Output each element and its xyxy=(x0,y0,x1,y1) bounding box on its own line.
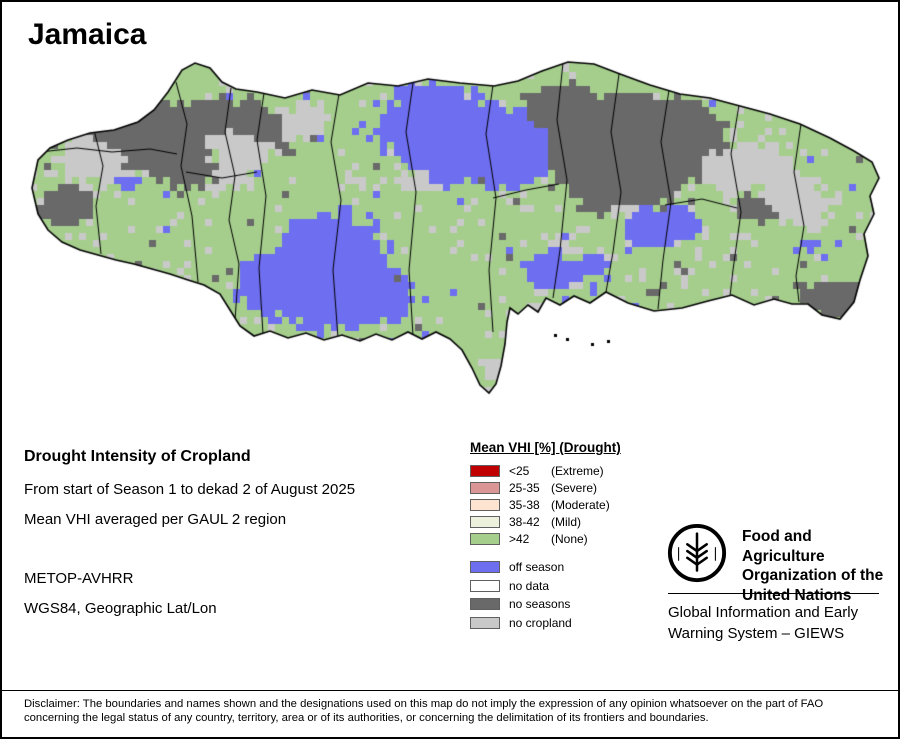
legend-qualifier: (Mild) xyxy=(551,514,581,529)
legend-item-no-cropland: no cropland xyxy=(470,614,621,633)
jamaica-drought-raster-map xyxy=(2,2,898,442)
legend-swatch-severe xyxy=(470,481,500,494)
legend-swatch-no-seasons xyxy=(470,598,500,611)
legend-label: no seasons xyxy=(509,597,571,612)
legend-title: Mean VHI [%] (Drought) xyxy=(470,440,621,455)
legend-swatch-none xyxy=(470,532,500,545)
legend-swatch-extreme xyxy=(470,464,500,477)
legend-swatch-no-data xyxy=(470,579,500,592)
legend-qualifier: (Extreme) xyxy=(551,463,604,478)
legend-label: no cropland xyxy=(509,615,572,630)
legend-qualifier: (Severe) xyxy=(551,480,598,495)
legend-swatch-no-cropland xyxy=(470,616,500,629)
season-period-text: From start of Season 1 to dekad 2 of Aug… xyxy=(24,481,356,498)
legend-item-extreme: <25 (Extreme) xyxy=(470,462,621,479)
disclaimer: Disclaimer: The boundaries and names sho… xyxy=(2,690,898,725)
legend-swatch-mild xyxy=(470,515,500,528)
disclaimer-line: Disclaimer: The boundaries and names sho… xyxy=(24,698,824,710)
legend-label: 25-35 xyxy=(509,480,540,495)
fao-org-name: Food and Agriculture Organization of the… xyxy=(742,527,898,605)
legend-qualifier: (None) xyxy=(551,531,588,546)
legend-label: <25 xyxy=(509,463,530,478)
legend-label: 38-42 xyxy=(509,514,540,529)
fao-org-name-line: Food and Agriculture xyxy=(742,528,825,565)
legend-qualifier: (Moderate) xyxy=(551,497,610,512)
legend-other-group: off season no data no seasons no croplan… xyxy=(470,558,621,632)
legend-item-moderate: 35-38 (Moderate) xyxy=(470,496,621,513)
fao-logo-icon xyxy=(667,523,727,583)
disclaimer-line: concerning the legal status of any count… xyxy=(24,712,709,724)
legend: Mean VHI [%] (Drought) <25 (Extreme) 25-… xyxy=(470,440,621,632)
giews-line: Warning System – GIEWS xyxy=(668,625,845,642)
legend-item-mild: 38-42 (Mild) xyxy=(470,513,621,530)
map-subtitle: Drought Intensity of Cropland xyxy=(24,448,251,465)
sensor-text: METOP-AVHRR xyxy=(24,570,134,587)
legend-drought-group: <25 (Extreme) 25-35 (Severe) 35-38 (Mode… xyxy=(470,462,621,547)
legend-label: no data xyxy=(509,578,550,593)
legend-item-off-season: off season xyxy=(470,558,621,577)
aggregation-text: Mean VHI averaged per GAUL 2 region xyxy=(24,511,287,528)
projection-text: WGS84, Geographic Lat/Lon xyxy=(24,600,217,617)
legend-item-no-seasons: no seasons xyxy=(470,595,621,614)
legend-item-none: >42 (None) xyxy=(470,530,621,547)
legend-label: >42 xyxy=(509,531,530,546)
branding-divider xyxy=(668,593,879,594)
giews-system-name: Global Information and Early Warning Sys… xyxy=(668,602,858,644)
fao-org-name-line: Organization of the xyxy=(742,567,884,584)
legend-item-no-data: no data xyxy=(470,577,621,596)
legend-item-severe: 25-35 (Severe) xyxy=(470,479,621,496)
fao-org-name-line: United Nations xyxy=(742,586,852,604)
legend-label: 35-38 xyxy=(509,497,540,512)
giews-line: Global Information and Early xyxy=(668,604,859,621)
legend-swatch-moderate xyxy=(470,498,500,511)
legend-swatch-off-season xyxy=(470,561,500,574)
legend-label: off season xyxy=(509,560,565,575)
page-title: Jamaica xyxy=(28,18,147,51)
